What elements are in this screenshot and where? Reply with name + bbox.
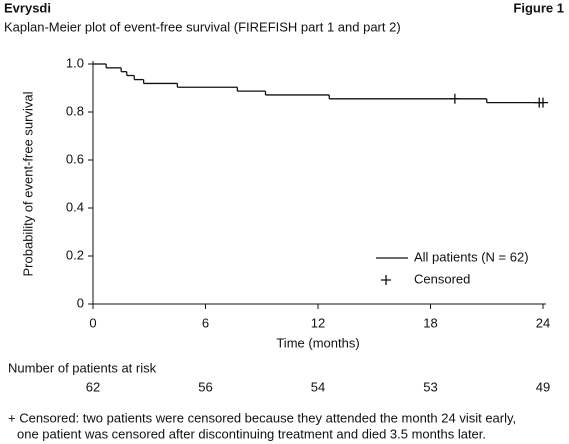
y-tick-label: 0.2: [66, 247, 84, 262]
censor-mark: [538, 97, 548, 108]
y-tick-label: 0: [77, 295, 84, 310]
footnote: + Censored: two patients were censored b…: [8, 410, 516, 425]
legend-symbol: [381, 275, 391, 285]
x-tick-label: 0: [89, 315, 96, 330]
footnote: one patient was censored after discontin…: [17, 426, 486, 441]
x-tick-label: 18: [423, 315, 437, 330]
risk-table-title: Number of patients at risk: [8, 360, 157, 375]
x-axis-label: Time (months): [276, 335, 359, 350]
legend-label: All patients (N = 62): [414, 249, 529, 264]
risk-count: 54: [311, 379, 325, 394]
brand: Evrysdi: [4, 0, 51, 15]
x-tick-label: 24: [536, 315, 550, 330]
y-axis-label: Probability of event-free survival: [20, 91, 35, 276]
risk-count: 53: [423, 379, 437, 394]
risk-count: 62: [86, 379, 100, 394]
y-tick-label: 1.0: [66, 55, 84, 70]
censor-mark: [449, 93, 460, 104]
x-tick-label: 12: [311, 315, 325, 330]
risk-count: 56: [198, 379, 212, 394]
y-tick-label: 0.8: [66, 103, 84, 118]
legend-label: Censored: [414, 271, 470, 286]
x-tick-label: 6: [202, 315, 209, 330]
risk-count: 49: [536, 379, 550, 394]
y-tick-label: 0.6: [66, 151, 84, 166]
chart-title: Kaplan-Meier plot of event-free survival…: [4, 19, 401, 34]
y-tick-label: 0.4: [66, 199, 84, 214]
figure-label: Figure 1: [513, 0, 564, 15]
